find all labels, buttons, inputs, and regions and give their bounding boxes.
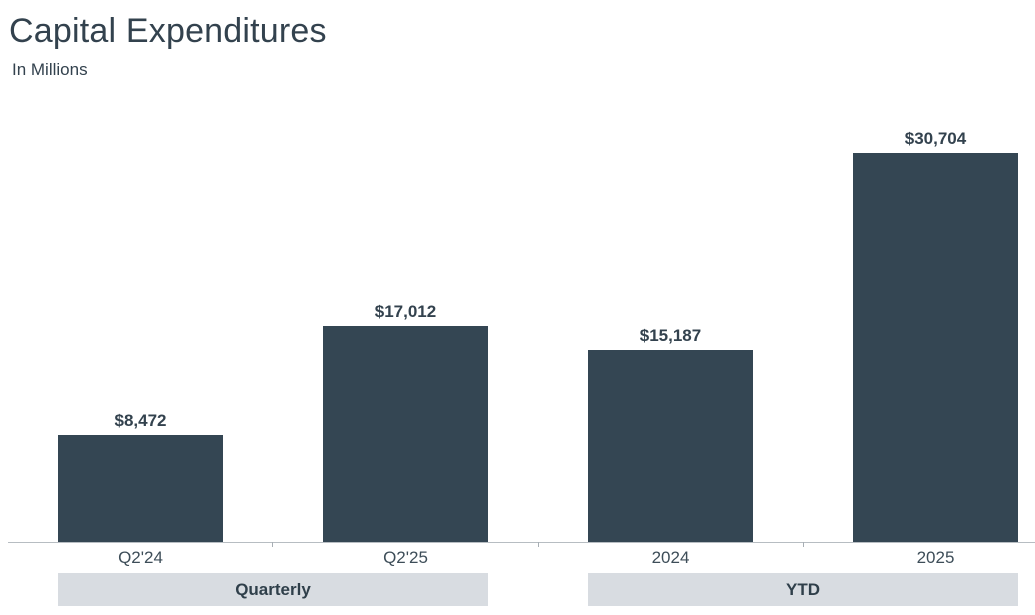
- bar-value-label-q2-25: $17,012: [374, 302, 437, 321]
- x-axis-line: [8, 542, 1035, 543]
- bar-value-label-2025: $30,704: [904, 129, 967, 148]
- group-band-quarterly: Quarterly: [58, 573, 488, 606]
- bar-2025: [853, 153, 1018, 542]
- group-band-label-ytd: YTD: [786, 579, 820, 599]
- category-label-2024: 2024: [651, 548, 690, 567]
- axis-tick-1: [272, 542, 273, 547]
- category-label-q2-24: Q2'24: [118, 548, 163, 567]
- group-band-label-quarterly: Quarterly: [235, 579, 311, 599]
- bar-value-label-2024: $15,187: [639, 326, 702, 345]
- group-band-ytd: YTD: [588, 573, 1018, 606]
- axis-tick-3: [803, 542, 804, 547]
- axis-tick-2: [538, 542, 539, 547]
- chart-subtitle: In Millions: [12, 60, 88, 79]
- bar-q2-24: [58, 435, 223, 542]
- bar-value-label-q2-24: $8,472: [114, 411, 167, 430]
- bar-2024: [588, 350, 753, 542]
- chart-title: Capital Expenditures: [9, 12, 327, 50]
- bar-q2-25: [323, 326, 488, 542]
- category-label-q2-25: Q2'25: [383, 548, 428, 567]
- category-label-2025: 2025: [916, 548, 955, 567]
